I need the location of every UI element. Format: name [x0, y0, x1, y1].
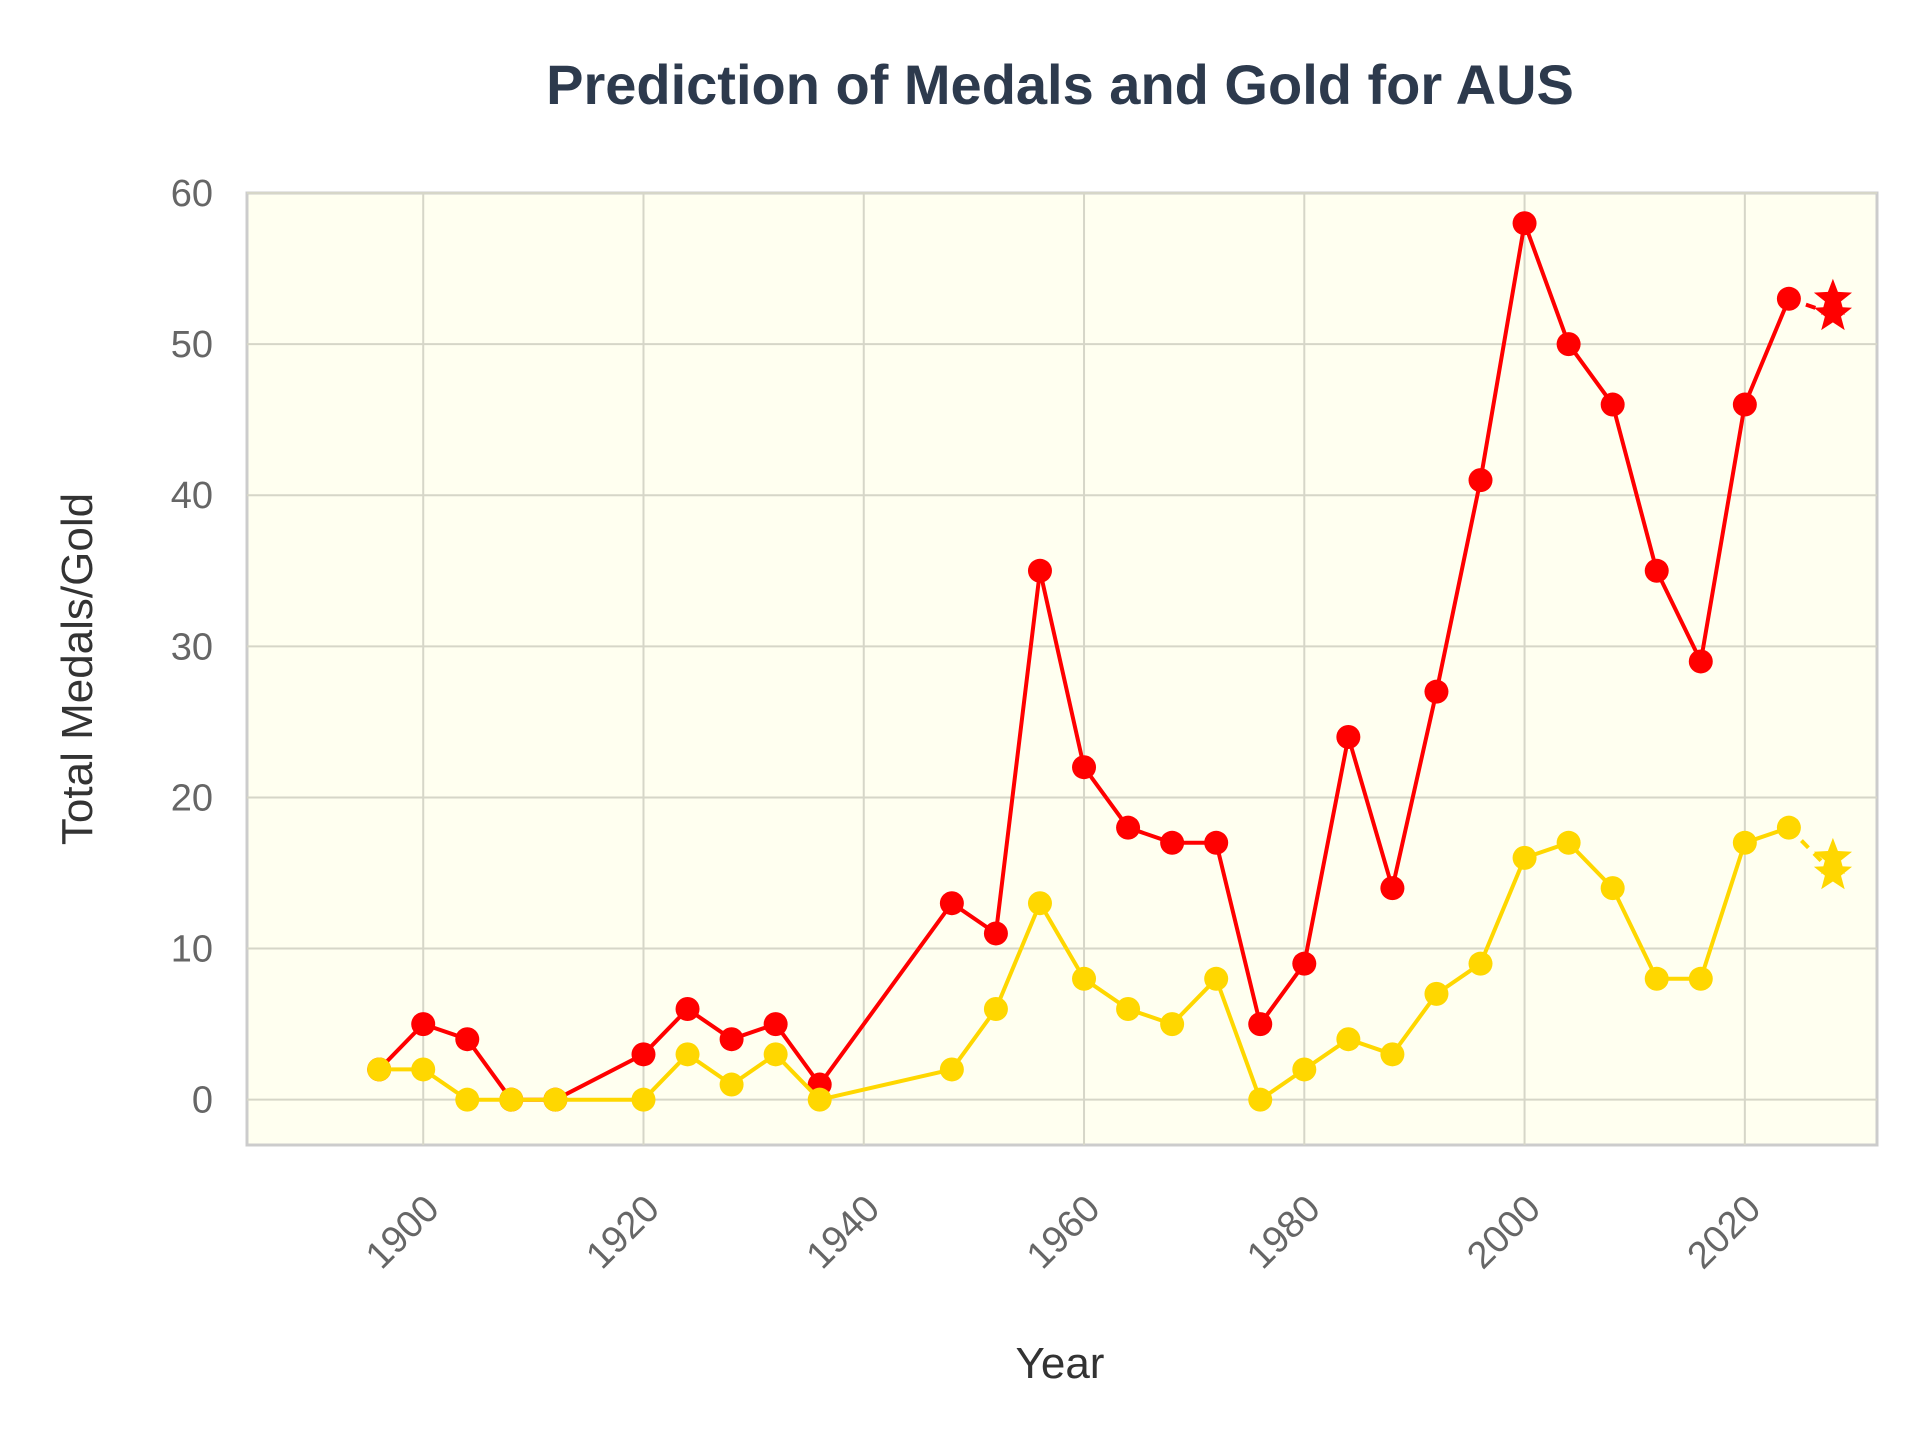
- y-tick-labels: 0 10 20 30 40 50 60: [171, 173, 213, 1122]
- data-point: [1776, 815, 1801, 840]
- data-point: [367, 1057, 392, 1082]
- data-point: [1072, 966, 1097, 991]
- data-point: [1468, 951, 1493, 976]
- data-point: [675, 997, 700, 1021]
- data-point: [1732, 830, 1757, 855]
- data-point: [763, 1042, 788, 1067]
- data-point: [807, 1087, 832, 1112]
- data-point: [1204, 966, 1229, 991]
- data-point: [1424, 981, 1449, 1006]
- y-axis-label: Total Medals/Gold: [53, 493, 102, 845]
- series-group: [367, 211, 1852, 1112]
- x-tick-label: 1960: [1019, 1188, 1108, 1277]
- data-point: [983, 997, 1008, 1021]
- data-point: [1644, 966, 1669, 991]
- data-point: [499, 1087, 524, 1112]
- data-point: [1160, 1012, 1185, 1037]
- data-point: [1336, 725, 1361, 749]
- y-tick-label: 30: [171, 626, 213, 668]
- x-tick-label: 1900: [358, 1188, 447, 1277]
- y-tick-label: 40: [171, 475, 213, 517]
- data-point: [1600, 392, 1625, 417]
- data-point: [1116, 815, 1141, 840]
- x-tick-label: 1940: [799, 1188, 888, 1277]
- data-point: [1027, 891, 1052, 916]
- data-point: [455, 1027, 480, 1052]
- data-point: [675, 1042, 700, 1067]
- data-point: [1556, 830, 1581, 855]
- y-tick-label: 10: [171, 929, 213, 971]
- x-tick-label: 2000: [1459, 1188, 1548, 1277]
- data-point: [1204, 830, 1229, 855]
- x-tick-label: 2020: [1680, 1188, 1769, 1277]
- data-point: [1380, 1042, 1405, 1067]
- data-point: [1336, 1027, 1361, 1052]
- data-point: [543, 1087, 568, 1112]
- y-tick-label: 60: [171, 173, 213, 215]
- prediction-star: [1813, 853, 1852, 890]
- series-0: [367, 211, 1852, 1112]
- grid: [247, 192, 1877, 1145]
- series-line: [377, 221, 1791, 1102]
- x-tick-labels: 1900 1920 1940 1960 1980 2000 2020: [358, 1188, 1769, 1277]
- data-point: [1732, 392, 1757, 417]
- data-point: [1688, 966, 1713, 991]
- data-point: [411, 1057, 436, 1082]
- data-point: [1248, 1087, 1273, 1112]
- data-point: [455, 1087, 480, 1112]
- data-point: [1776, 286, 1801, 311]
- x-tick-label: 1980: [1239, 1188, 1328, 1277]
- data-point: [763, 1012, 788, 1037]
- data-point: [631, 1087, 656, 1112]
- data-point: [1424, 679, 1449, 704]
- y-tick-label: 0: [192, 1080, 213, 1122]
- data-point: [983, 921, 1008, 946]
- data-point: [1512, 845, 1537, 870]
- chart-title: Prediction of Medals and Gold for AUS: [546, 53, 1574, 116]
- y-tick-label: 50: [171, 324, 213, 366]
- data-point: [1160, 830, 1185, 855]
- data-point: [1556, 332, 1581, 357]
- data-point: [1027, 558, 1052, 583]
- data-point: [719, 1027, 744, 1052]
- data-point: [939, 1057, 964, 1082]
- data-point: [1600, 876, 1625, 901]
- data-point: [631, 1042, 656, 1067]
- x-tick-label: 1920: [578, 1188, 667, 1277]
- y-tick-label: 20: [171, 777, 213, 819]
- data-point: [1248, 1012, 1273, 1037]
- data-point: [1380, 876, 1405, 901]
- data-point: [1468, 468, 1493, 493]
- data-point: [1512, 211, 1537, 236]
- data-point: [1644, 558, 1669, 583]
- data-point: [1116, 997, 1141, 1021]
- data-point: [1292, 951, 1317, 976]
- data-point: [719, 1072, 744, 1097]
- data-point: [939, 891, 964, 916]
- data-point: [1688, 649, 1713, 674]
- data-point: [1292, 1057, 1317, 1082]
- x-axis-label: Year: [1016, 1339, 1105, 1388]
- series-1: [367, 815, 1852, 1112]
- prediction-star: [1813, 293, 1852, 331]
- data-point: [1072, 755, 1097, 780]
- data-point: [411, 1012, 436, 1037]
